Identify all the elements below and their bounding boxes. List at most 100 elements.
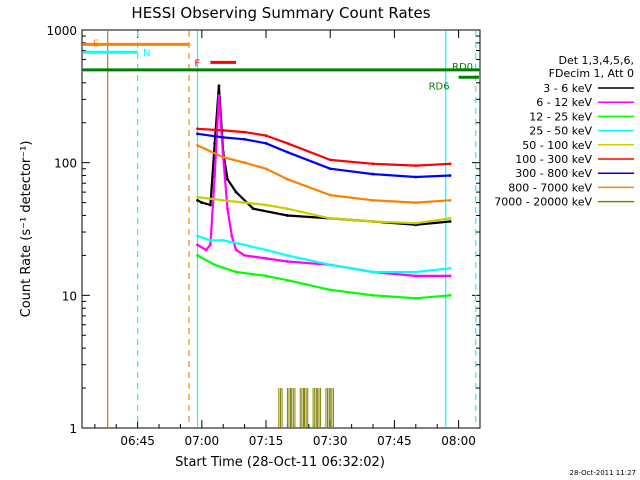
- series-point: [196, 127, 199, 131]
- series-point: [371, 172, 375, 176]
- series-point: [243, 161, 247, 165]
- flag-label-rd6: RD6: [429, 81, 450, 92]
- series-point: [286, 253, 289, 257]
- series-point: [208, 243, 212, 247]
- series-point: [328, 193, 332, 197]
- series-point: [264, 256, 268, 260]
- series-point: [264, 248, 268, 252]
- series-point: [371, 198, 375, 202]
- series-point: [243, 130, 247, 134]
- series-line-50-100-kev: [197, 196, 451, 225]
- series-point: [251, 207, 255, 211]
- plot-frame: [81, 29, 481, 429]
- flag-label-n: N: [143, 48, 150, 59]
- legend-label-800-7000-kev: 800 - 7000 keV: [508, 181, 592, 194]
- series-point: [200, 201, 204, 205]
- series-point: [196, 195, 199, 199]
- series-point: [414, 274, 418, 278]
- x-axis-label: Start Time (28-Oct-11 06:32:02): [175, 455, 385, 470]
- series-point: [414, 270, 418, 274]
- y-tick-label: 100: [54, 157, 77, 171]
- series-point: [286, 141, 289, 145]
- series-point: [286, 278, 289, 282]
- series-point: [328, 288, 332, 292]
- y-axis-label: Count Rate (s⁻¹ detector⁻¹): [19, 141, 34, 318]
- series-point: [286, 177, 289, 181]
- series-point: [264, 134, 268, 137]
- x-tick-label: 07:00: [185, 434, 220, 448]
- series-point: [328, 167, 332, 171]
- x-tick-label: 08:00: [441, 434, 476, 448]
- series-point: [328, 263, 332, 267]
- x-tick-label: 07:30: [313, 434, 348, 448]
- series-point: [264, 274, 268, 278]
- series-point: [196, 132, 199, 136]
- legend-label-50-100-kev: 50 - 100 keV: [522, 139, 592, 152]
- chart-title: HESSI Observing Summary Count Rates: [131, 4, 430, 22]
- series-line-300-800-kev: [197, 132, 451, 179]
- legend-label-7000-20000-kev: 7000 - 20000 keV: [494, 196, 592, 209]
- footer-timestamp: 28-Oct-2011 11:27: [570, 469, 636, 477]
- y-tick-label: 10: [62, 289, 77, 303]
- series-point: [414, 201, 418, 205]
- series-point: [226, 177, 229, 181]
- series-point: [286, 207, 289, 211]
- series-point: [414, 164, 418, 168]
- series-point: [196, 243, 199, 247]
- series-point: [208, 203, 212, 207]
- flag-label-s: S: [93, 38, 99, 49]
- series-point: [448, 293, 452, 297]
- series-point: [221, 238, 225, 242]
- series-layer: [196, 84, 452, 428]
- series-point: [243, 243, 247, 247]
- x-tick-label: 07:45: [377, 434, 412, 448]
- series-point: [226, 207, 229, 211]
- series-point: [196, 253, 199, 257]
- series-point: [371, 220, 375, 223]
- series-point: [264, 141, 268, 145]
- series-point: [414, 296, 418, 300]
- series-point: [217, 84, 221, 88]
- series-point: [448, 198, 452, 202]
- series-point: [328, 158, 332, 162]
- series-point: [448, 174, 452, 177]
- series-point: [286, 150, 289, 154]
- legend-label-3-6-kev: 3 - 6 keV: [543, 82, 592, 95]
- series-line-12-25-kev: [196, 254, 451, 300]
- series-point: [208, 238, 212, 242]
- series-point: [243, 253, 247, 257]
- flag-label-rd0: RD0: [452, 62, 473, 73]
- series-point: [221, 198, 225, 202]
- legend-label-100-300-kev: 100 - 300 keV: [515, 153, 592, 166]
- legend-label-300-800-kev: 300 - 800 keV: [515, 167, 592, 180]
- flag-label-f: F: [194, 58, 200, 69]
- series-point: [234, 248, 238, 252]
- series-point: [196, 143, 199, 147]
- series-point: [371, 270, 375, 274]
- series-point: [448, 220, 452, 223]
- series-point: [328, 217, 332, 220]
- x-tick-label: 07:15: [249, 434, 284, 448]
- series-point: [243, 201, 247, 205]
- legend-header-line: FDecim 1, Att 0: [549, 67, 634, 80]
- x-tick-label: 06:45: [120, 434, 155, 448]
- series-point: [448, 274, 452, 278]
- series-line-3-6-kev: [196, 84, 451, 226]
- series-point: [448, 162, 452, 166]
- legend-label-12-25-kev: 12 - 25 keV: [529, 110, 592, 123]
- series-point: [286, 214, 289, 217]
- series-point: [448, 217, 452, 220]
- legend: Det 1,3,4,5,6,FDecim 1, Att 0 3 - 6 keV6 …: [494, 54, 634, 209]
- series-point: [204, 248, 208, 252]
- series-point: [234, 190, 238, 194]
- y-tick-label: 1: [69, 422, 77, 436]
- series-point: [286, 260, 289, 263]
- series-point: [243, 137, 247, 141]
- legend-label-25-50-kev: 25 - 50 keV: [529, 125, 592, 138]
- series-point: [414, 221, 418, 225]
- series-line-800-7000-kev: [197, 144, 451, 204]
- series-point: [234, 270, 238, 274]
